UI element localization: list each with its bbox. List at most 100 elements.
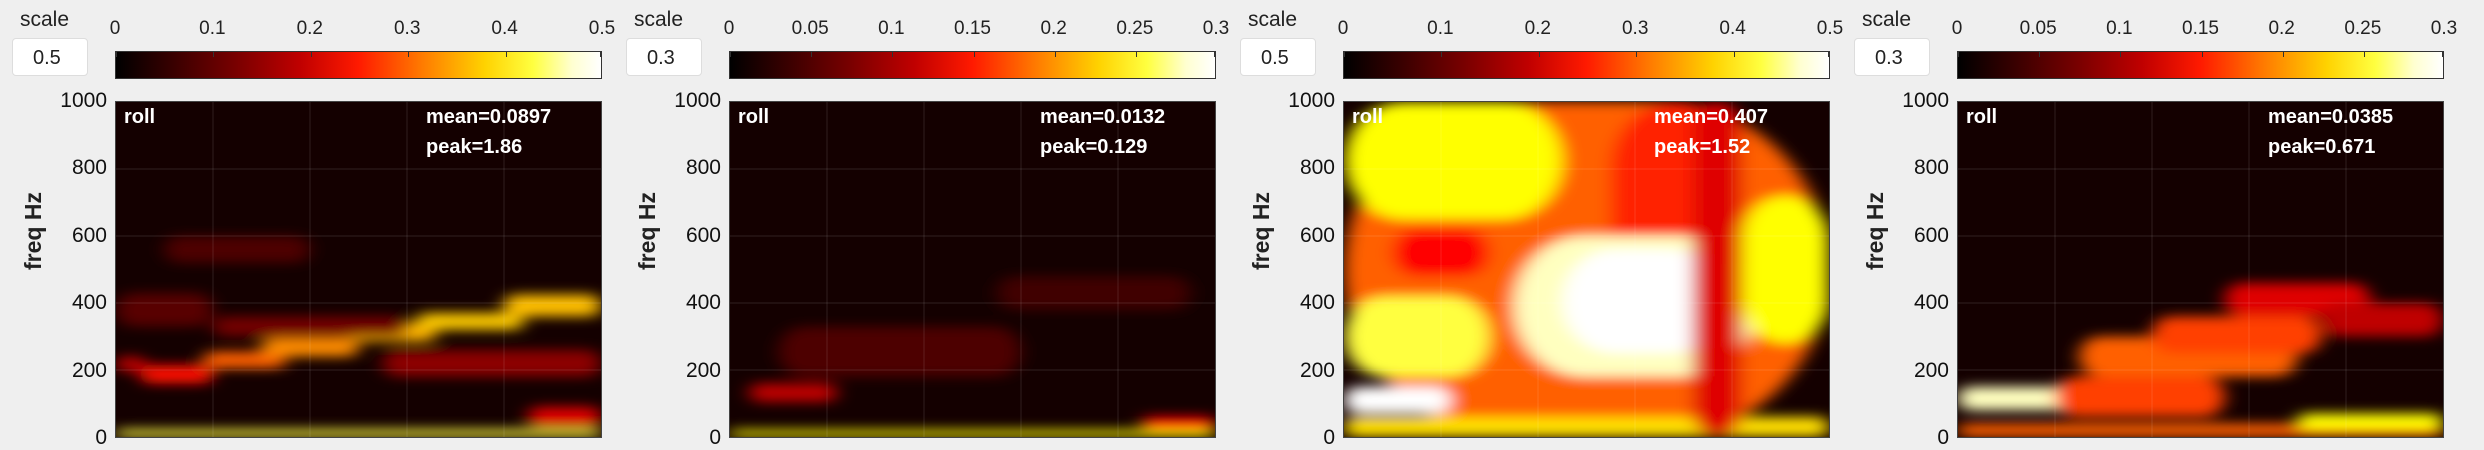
- y-axis-label: freq Hz: [20, 192, 47, 270]
- colorbar-tick-mark: [2364, 52, 2365, 57]
- colorbar-tick-mark: [974, 52, 975, 57]
- colorbar-tick-label: 0.3: [1203, 18, 1229, 40]
- colorbar-tick-mark: [2120, 52, 2121, 57]
- heatmap-region: [1344, 296, 1490, 376]
- y-tick-label: 200: [1893, 359, 1949, 383]
- colorbar: [1343, 51, 1830, 79]
- heatmap-region: [1742, 196, 1829, 343]
- colorbar-tick-label: 0.2: [1525, 18, 1551, 40]
- peak-annotation: peak=1.86: [426, 136, 522, 159]
- y-tick-label: 400: [665, 291, 721, 315]
- colorbar-tick-mark: [1441, 52, 1442, 57]
- y-tick-label: 800: [51, 156, 107, 180]
- colorbar-tick-mark: [408, 52, 409, 57]
- scale-input[interactable]: 0.5: [12, 38, 88, 76]
- colorbar-tick-label: 0.1: [878, 18, 904, 40]
- y-axis-label: freq Hz: [634, 192, 661, 270]
- colorbar-tick-label: 0.3: [2431, 18, 2457, 40]
- heatmap-region: [779, 326, 1022, 376]
- mean-annotation: mean=0.0897: [426, 106, 551, 129]
- channel-label: roll: [124, 106, 155, 129]
- heatmap-canvas: [116, 102, 601, 437]
- heatmap-plot: roll mean=0.0385 peak=0.671: [1957, 101, 2444, 438]
- colorbar-tick-label: 0.05: [792, 18, 829, 40]
- colorbar-tick-label: 0: [1952, 18, 1963, 40]
- mean-annotation: mean=0.0132: [1040, 106, 1165, 129]
- colorbar-tick-mark: [811, 52, 812, 57]
- colorbar-tick-mark: [1055, 52, 1056, 57]
- colorbar-tick-mark: [892, 52, 893, 57]
- heatmap-region: [383, 350, 601, 377]
- y-axis-label: freq Hz: [1248, 192, 1275, 270]
- y-tick-label: 600: [51, 224, 107, 248]
- spectrogram-panel: scale 0.3 0 0.05 0.1 0.15 0.2 0.25 0.3 freq Hz 100…: [1842, 0, 2458, 446]
- heatmap-region: [116, 357, 145, 372]
- spectrogram-panel: scale 0.5 0 0.1 0.2 0.3 0.4 0.5 freq Hz 1000 800 60…: [0, 0, 616, 446]
- colorbar-tick-label: 0: [724, 18, 735, 40]
- heatmap-plot: roll mean=0.407 peak=1.52: [1343, 101, 1830, 438]
- scale-input[interactable]: 0.3: [1854, 38, 1930, 76]
- colorbar-tick-label: 0.15: [2182, 18, 2219, 40]
- colorbar-tick-label: 0.15: [954, 18, 991, 40]
- y-tick-label: 1000: [1279, 89, 1335, 113]
- colorbar-tick-mark: [116, 52, 117, 57]
- colorbar-tick-label: 0: [1338, 18, 1349, 40]
- y-tick-label: 800: [1279, 156, 1335, 180]
- colorbar-tick-label: 0.05: [2020, 18, 2057, 40]
- scale-input[interactable]: 0.3: [626, 38, 702, 76]
- colorbar: [1957, 51, 2444, 79]
- scale-label: scale: [634, 8, 683, 32]
- y-tick-label: 200: [665, 359, 721, 383]
- colorbar-tick-label: 0.1: [199, 18, 225, 40]
- colorbar-tick-mark: [2039, 52, 2040, 57]
- colorbar-tick-label: 0.3: [1622, 18, 1648, 40]
- colorbar-tick-label: 0.1: [1427, 18, 1453, 40]
- colorbar-tick-label: 0.2: [297, 18, 323, 40]
- colorbar-ticks: 0 0.05 0.1 0.15 0.2 0.25 0.3: [729, 18, 1216, 42]
- y-tick-label: 800: [1893, 156, 1949, 180]
- scale-label: scale: [1248, 8, 1297, 32]
- peak-annotation: peak=0.671: [2268, 136, 2375, 159]
- heatmap-region: [116, 430, 601, 437]
- y-tick-label: 1000: [51, 89, 107, 113]
- heatmap-region: [140, 365, 213, 383]
- colorbar-tick-mark: [1734, 52, 1735, 57]
- heatmap-region: [2322, 303, 2443, 337]
- y-tick-label: 800: [665, 156, 721, 180]
- colorbar: [729, 51, 1216, 79]
- heatmap-region: [1344, 417, 1829, 437]
- heatmap-region: [2298, 414, 2444, 431]
- heatmap-region: [749, 383, 836, 401]
- y-tick-label: 1000: [1893, 89, 1949, 113]
- y-tick-label: 600: [1279, 224, 1335, 248]
- y-tick-label: 0: [51, 426, 107, 450]
- y-tick-label: 1000: [665, 89, 721, 113]
- scale-input[interactable]: 0.5: [1240, 38, 1316, 76]
- heatmap-region: [528, 407, 601, 427]
- heatmap-region: [504, 295, 601, 317]
- colorbar-ticks: 0 0.05 0.1 0.15 0.2 0.25 0.3: [1957, 18, 2444, 42]
- heatmap-region: [417, 313, 524, 330]
- spectrogram-panel: scale 0.5 0 0.1 0.2 0.3 0.4 0.5 freq Hz 1000 800 60…: [1228, 0, 1844, 446]
- colorbar-tick-label: 0.3: [394, 18, 420, 40]
- heatmap-region: [165, 236, 311, 263]
- heatmap-region: [2055, 377, 2225, 417]
- colorbar-tick-mark: [730, 52, 731, 57]
- heatmap-plot: roll mean=0.0897 peak=1.86: [115, 101, 602, 438]
- y-tick-label: 400: [1893, 291, 1949, 315]
- colorbar-tick-mark: [600, 52, 601, 57]
- y-tick-label: 0: [1893, 426, 1949, 450]
- colorbar-tick-label: 0.5: [1817, 18, 1843, 40]
- colorbar-tick-mark: [1958, 52, 1959, 57]
- colorbar-tick-label: 0.2: [1040, 18, 1066, 40]
- heatmap-plot: roll mean=0.0132 peak=0.129: [729, 101, 1216, 438]
- colorbar-tick-mark: [1344, 52, 1345, 57]
- heatmap-region: [997, 276, 1191, 310]
- heatmap-region: [730, 430, 1215, 437]
- colorbar-tick-mark: [1136, 52, 1137, 57]
- colorbar-tick-mark: [2442, 52, 2443, 57]
- y-tick-label: 400: [51, 291, 107, 315]
- colorbar-tick-mark: [506, 52, 507, 57]
- y-tick-label: 600: [1893, 224, 1949, 248]
- colorbar-tick-mark: [311, 52, 312, 57]
